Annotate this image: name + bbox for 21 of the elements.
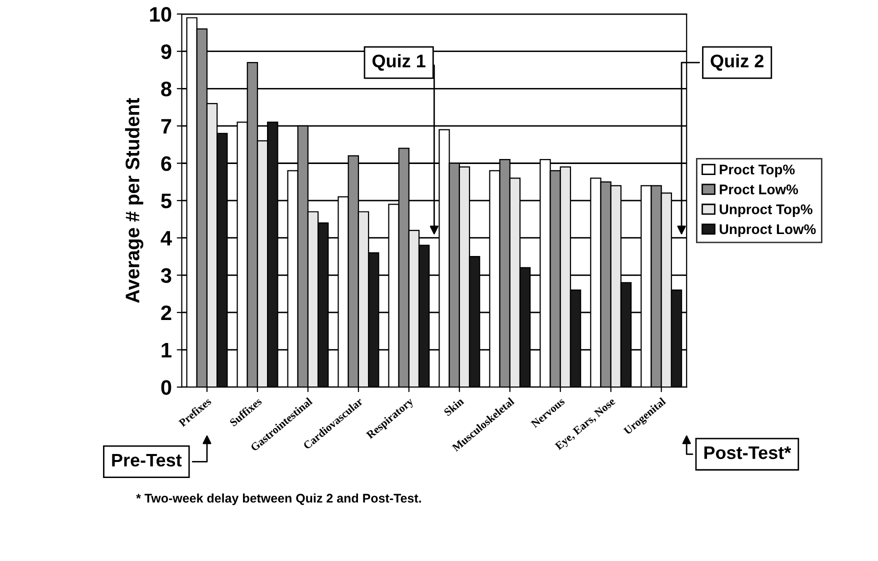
- legend-label: Unproct Low%: [720, 224, 816, 237]
- y-tick-label: 0: [161, 380, 172, 395]
- text: * Two-week delay between Quiz 2 and Post-Test.: [136, 493, 421, 506]
- y-tick-label: 1: [162, 343, 172, 358]
- legend-label: Unproct Top%: [720, 204, 812, 217]
- text: Quiz 2: [710, 54, 764, 71]
- y-axis-title: Average # per Student: [125, 98, 144, 303]
- text: Pre-Test: [112, 454, 182, 467]
- y-tick-label: 3: [160, 268, 172, 283]
- y-tick-label: 10: [150, 7, 172, 22]
- y-tick-label: 8: [161, 82, 172, 96]
- y-tick-label: 6: [161, 156, 172, 172]
- legend-label: Proct Low%: [720, 184, 798, 194]
- y-tick-label: 4: [160, 231, 172, 246]
- text: Post-Test*: [704, 446, 792, 460]
- legend-label: Proct Top%: [720, 164, 795, 178]
- y-tick-label: 9: [161, 44, 172, 60]
- y-tick-label: 5: [161, 194, 172, 208]
- y-tick-label: 7: [161, 119, 172, 134]
- y-tick-label: 2: [161, 305, 172, 320]
- annotation: Quiz 1: [372, 54, 426, 71]
